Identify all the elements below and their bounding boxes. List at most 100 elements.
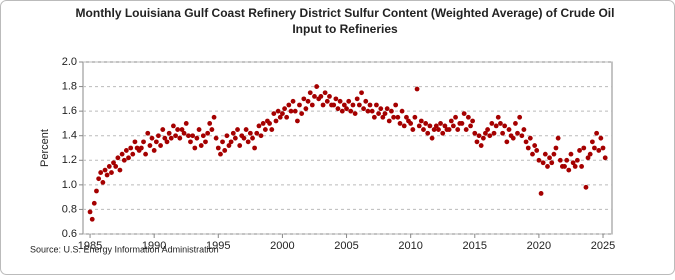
data-point (412, 114, 418, 120)
data-point (384, 106, 390, 112)
data-point (577, 148, 582, 153)
data-point (100, 180, 106, 185)
data-point (532, 143, 538, 148)
data-point (356, 102, 362, 108)
data-point (570, 160, 576, 166)
data-point (474, 139, 480, 145)
data-point (175, 127, 181, 132)
data-point (354, 96, 360, 102)
data-point (498, 121, 503, 126)
data-point (171, 123, 176, 129)
x-tick-label: 2020 (527, 240, 551, 252)
data-point (339, 108, 345, 114)
data-point (455, 127, 461, 132)
data-point (322, 90, 328, 96)
data-point (344, 106, 349, 112)
data-point (581, 145, 587, 151)
data-point (525, 145, 531, 151)
data-point (198, 143, 204, 148)
y-tick-label: 2.0 (62, 56, 77, 68)
data-point (282, 106, 287, 112)
data-point (491, 130, 497, 136)
data-point (459, 121, 465, 126)
data-point (359, 90, 364, 96)
data-point (218, 151, 223, 157)
x-tick-label: 2010 (398, 240, 422, 252)
data-point (592, 145, 597, 151)
data-point (346, 98, 352, 104)
data-point (162, 135, 168, 141)
data-point (495, 114, 501, 120)
data-point (431, 127, 437, 132)
data-point (269, 127, 275, 132)
data-point (542, 151, 548, 157)
data-point (205, 130, 211, 136)
data-point (117, 167, 123, 173)
data-point (299, 111, 305, 116)
data-point (436, 127, 441, 132)
data-point (574, 157, 580, 163)
data-point (395, 114, 401, 120)
data-point (305, 98, 311, 104)
data-point (423, 121, 429, 126)
data-point (224, 133, 230, 139)
data-point (327, 94, 332, 99)
data-point (94, 188, 99, 194)
data-point (369, 108, 375, 114)
data-point (374, 102, 379, 108)
data-point (440, 130, 446, 136)
data-point (314, 84, 320, 89)
data-point (292, 108, 298, 114)
data-point (250, 135, 255, 141)
data-point (295, 118, 300, 124)
data-point (579, 164, 585, 169)
data-point (363, 98, 369, 104)
data-point (598, 135, 604, 141)
data-point (111, 160, 116, 166)
data-point (145, 130, 151, 136)
data-point (425, 130, 431, 136)
data-point (493, 123, 499, 129)
data-point (480, 135, 486, 141)
data-point (562, 164, 567, 169)
data-point (303, 106, 309, 112)
data-point (96, 176, 102, 182)
data-point (168, 135, 174, 141)
data-point (587, 151, 593, 157)
data-point (596, 148, 602, 153)
x-tick-label: 2000 (270, 240, 294, 252)
data-point (589, 139, 595, 145)
x-tick-label: 1990 (142, 240, 166, 252)
data-point (408, 121, 414, 126)
data-point (418, 118, 424, 124)
data-point (472, 130, 478, 136)
data-point (128, 145, 134, 151)
data-point (297, 102, 302, 108)
data-point (243, 127, 249, 132)
data-point (160, 127, 166, 132)
data-point (228, 139, 234, 145)
data-point (91, 200, 97, 206)
data-point (555, 135, 561, 141)
data-point (557, 157, 563, 163)
data-point (288, 108, 294, 114)
data-point (331, 102, 337, 108)
data-point (341, 102, 347, 108)
chart-title: Input to Refineries (292, 22, 398, 36)
data-point (156, 133, 161, 139)
data-point (453, 114, 458, 120)
data-point (237, 143, 243, 148)
data-point (190, 133, 196, 139)
data-point (530, 151, 535, 157)
data-point (260, 121, 266, 126)
data-point (545, 164, 550, 169)
data-point (177, 135, 183, 141)
data-point (553, 145, 559, 151)
data-point (147, 143, 153, 148)
data-point (104, 172, 110, 178)
data-point (485, 127, 491, 132)
data-point (247, 130, 253, 136)
data-point (380, 114, 386, 120)
data-point (547, 155, 552, 161)
data-point (98, 170, 104, 175)
